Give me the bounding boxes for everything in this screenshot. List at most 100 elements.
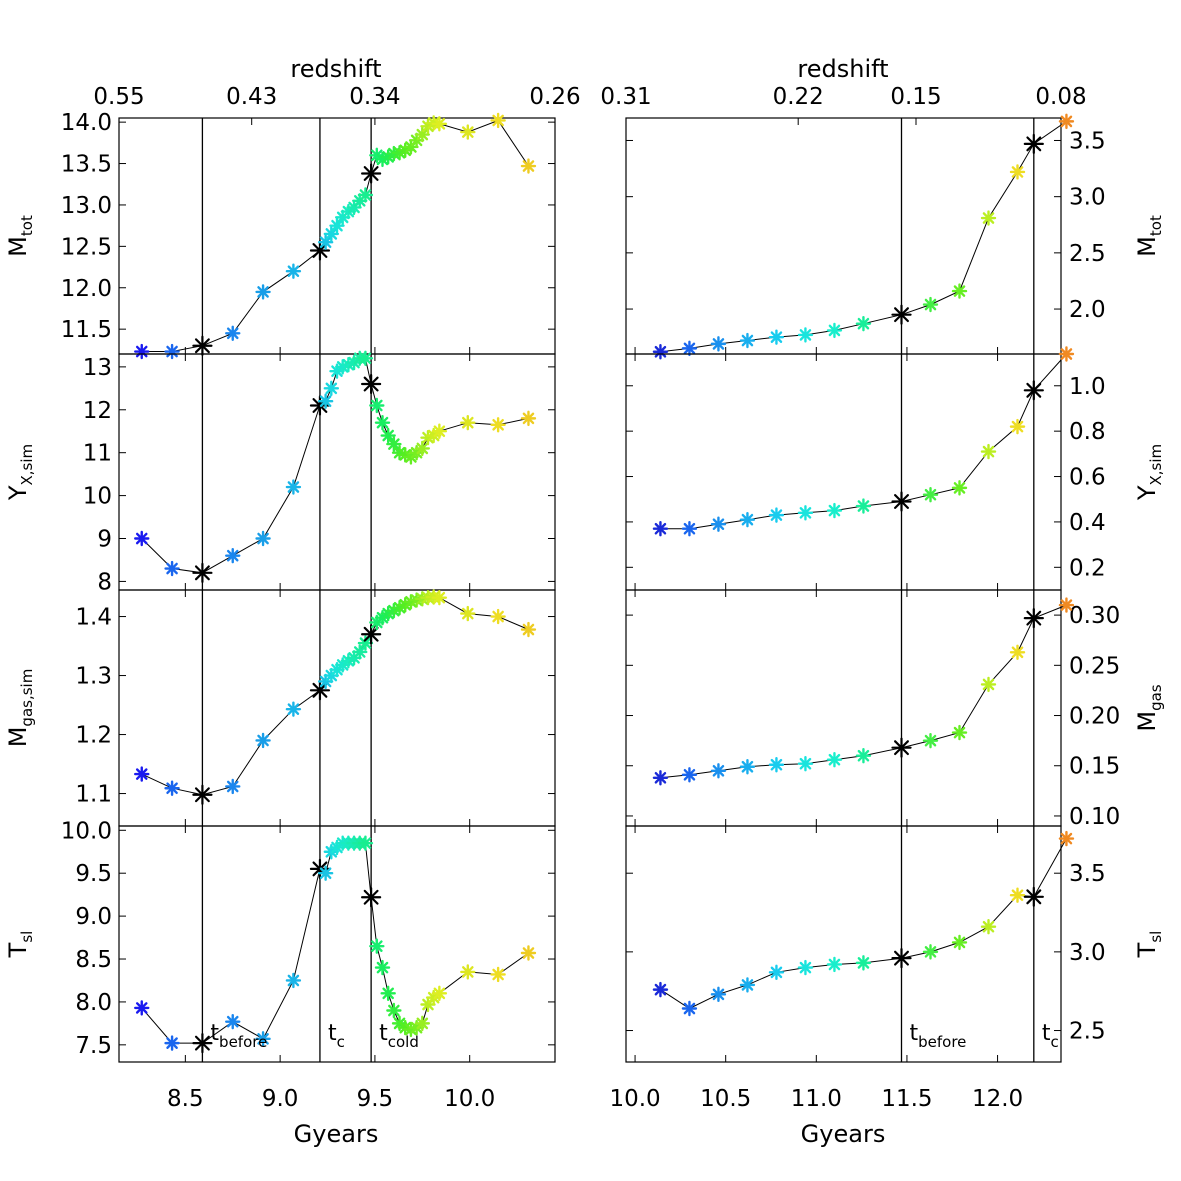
data-point (431, 985, 448, 1002)
left-panels: 0.55 0.43 0.34 0.26 8.5 9.0 9.5 10.0 11.5 12.0 12.… (4, 84, 581, 1112)
y-tick-label: 9 (97, 527, 112, 553)
top-tick-label: 0.26 (529, 84, 580, 110)
time-marker-label: tc (1042, 1021, 1059, 1051)
y-tick-label: 0.15 (1069, 754, 1120, 780)
right-top-axis-label: redshift (797, 55, 888, 83)
data-point (255, 530, 271, 547)
data-point (346, 199, 362, 216)
top-tick-label: 0.08 (1035, 84, 1086, 110)
data-point (520, 945, 537, 961)
data-point (739, 977, 756, 993)
data-point (490, 966, 506, 983)
y-tick-label: 10 (83, 484, 112, 510)
panel-frame (625, 353, 1062, 591)
panel-frame (625, 589, 1062, 827)
y-tick-label: 2.0 (1069, 297, 1106, 323)
data-point (460, 124, 476, 140)
x-tick-label: 12.0 (972, 1086, 1023, 1112)
data-point (922, 296, 939, 313)
y-tick-label: 11 (83, 441, 112, 467)
data-point (255, 732, 271, 749)
data-point (255, 1031, 271, 1047)
y-tick-label: 13 (83, 355, 112, 381)
data-point (134, 343, 150, 360)
time-marker-point (192, 1033, 213, 1054)
data-point (285, 479, 302, 495)
data-point (323, 667, 340, 684)
data-point (1058, 830, 1075, 847)
panel-left-2: 8 9 10 11 12 13 YX,sim (4, 350, 556, 595)
data-point (826, 752, 843, 768)
y-tick-label: 11.5 (61, 317, 112, 343)
data-point (520, 158, 537, 174)
y-tick-label: 0.6 (1069, 465, 1106, 491)
data-point (1009, 164, 1026, 180)
data-point (369, 397, 385, 414)
data-point (681, 767, 698, 783)
series-line (141, 842, 529, 1044)
y-tick-label: 0.30 (1069, 603, 1120, 629)
time-marker-point (891, 491, 912, 512)
data-point (681, 340, 698, 357)
data-point (652, 344, 669, 360)
top-tick-label: 0.34 (349, 84, 400, 110)
time-marker-point (192, 335, 213, 356)
data-point (1058, 113, 1075, 130)
top-tick-label: 0.43 (226, 84, 277, 110)
data-point (739, 332, 756, 349)
data-point (797, 327, 814, 343)
data-point (768, 507, 785, 523)
data-point (1009, 887, 1026, 903)
data-point (710, 986, 727, 1003)
series-line (141, 596, 529, 796)
y-tick-label: 0.10 (1069, 804, 1120, 830)
data-point (490, 417, 506, 433)
data-point (164, 780, 180, 796)
y-axis-label: Mtot (4, 215, 36, 257)
time-marker-label: tc (328, 1021, 345, 1051)
time-marker-label: tbefore (210, 1021, 267, 1051)
panel-right-4: 2.5 3.0 3.5 Tsl tbefore tc (625, 825, 1165, 1063)
data-point (1058, 597, 1075, 613)
panel-frame (118, 117, 556, 355)
y-tick-label: 8.0 (75, 990, 112, 1016)
y-tick-label: 3.5 (1069, 128, 1106, 154)
time-marker-label: tcold (379, 1021, 419, 1051)
y-tick-label: 2.5 (1069, 1019, 1106, 1045)
y-tick-label: 9.0 (75, 904, 112, 930)
data-point (1009, 418, 1026, 435)
right-x-axis-label: Gyears (801, 1120, 886, 1148)
y-tick-label: 14.0 (61, 110, 112, 136)
data-point (255, 284, 271, 300)
data-point (317, 865, 334, 881)
y-tick-label: 7.5 (75, 1033, 112, 1059)
data-point (225, 547, 241, 564)
x-tick-label: 10.0 (444, 1086, 495, 1112)
data-point (826, 502, 843, 519)
left-top-axis: 0.55 0.43 0.34 0.26 (93, 84, 581, 125)
y-axis-label: Mgas,sim (4, 669, 36, 748)
data-point (768, 329, 785, 345)
data-point (414, 126, 431, 143)
data-point (951, 283, 968, 299)
time-marker-point (361, 163, 382, 184)
y-axis-label: Mtot (1133, 215, 1165, 257)
data-point (855, 955, 872, 971)
data-point (285, 972, 302, 989)
data-point (374, 959, 391, 976)
y-tick-label: 13.5 (61, 152, 112, 178)
top-tick-label: 0.55 (93, 84, 144, 110)
data-point (323, 380, 340, 397)
data-point (980, 918, 997, 935)
data-point (922, 486, 939, 503)
data-point (1058, 346, 1075, 362)
data-point (652, 770, 669, 786)
time-marker-point (361, 624, 382, 645)
x-tick-label: 9.0 (262, 1086, 299, 1112)
time-marker-point (192, 784, 213, 805)
data-point (826, 956, 843, 973)
x-tick-label: 10.0 (609, 1086, 660, 1112)
data-point (980, 210, 997, 226)
time-marker-point (309, 240, 331, 261)
